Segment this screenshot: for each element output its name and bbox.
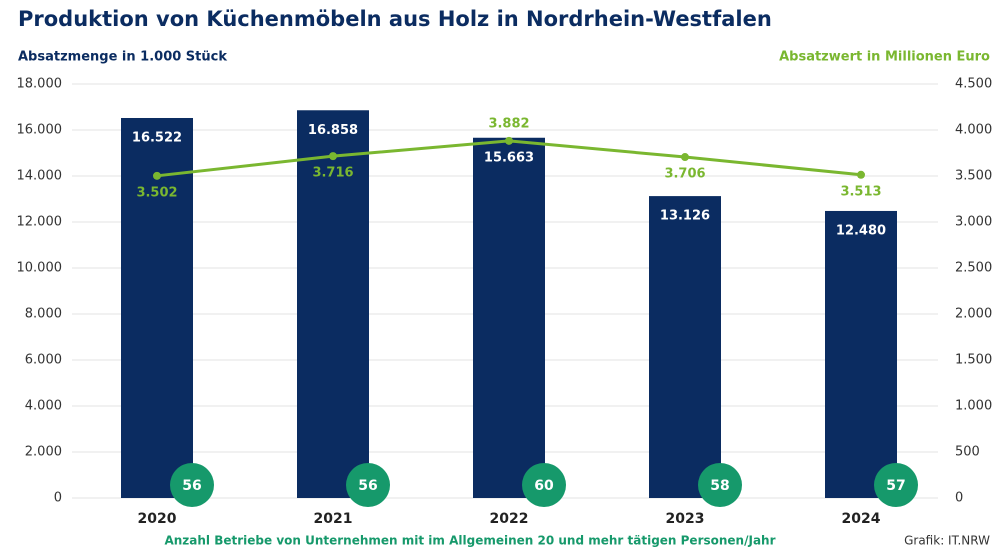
y-tick-label: 10.000 (17, 261, 63, 276)
establishments-value: 60 (534, 478, 554, 494)
establishments-badge (170, 463, 214, 507)
y2-tick-label: 3.000 (955, 215, 992, 230)
line-value-label: 3.882 (488, 116, 529, 131)
line-point (681, 153, 689, 162)
bar-value-label: 16.522 (132, 130, 182, 145)
x-tick-label: 2022 (490, 511, 529, 527)
bar (825, 210, 897, 498)
y2-tick-label: 4.500 (955, 77, 992, 92)
y-tick-label: 14.000 (17, 169, 63, 184)
y2-axis-label: Absatzwert in Millionen Euro (779, 50, 990, 65)
bar (297, 110, 369, 499)
establishments-value: 56 (182, 478, 201, 494)
establishments-badge (698, 463, 742, 507)
y-tick-label: 2.000 (25, 445, 62, 460)
y-tick-label: 18.000 (17, 77, 63, 92)
y-tick-label: 4.000 (25, 399, 62, 414)
bar-value-label: 13.126 (660, 209, 710, 224)
y-tick-label: 6.000 (25, 353, 62, 368)
establishments-badge (346, 463, 390, 507)
y-tick-label: 16.000 (17, 123, 63, 138)
y-tick-label: 8.000 (25, 307, 62, 322)
establishments-note: Anzahl Betriebe von Unternehmen mit im A… (164, 534, 775, 548)
bar-value-label: 15.663 (484, 150, 534, 165)
line-point (329, 152, 337, 161)
source: Grafik: IT.NRW (904, 534, 990, 548)
x-tick-label: 2023 (666, 511, 705, 527)
bar (649, 196, 721, 499)
y2-tick-label: 1.000 (955, 399, 992, 414)
x-tick-label: 2021 (314, 511, 353, 527)
line-point (153, 171, 161, 180)
y2-tick-label: 500 (955, 445, 980, 460)
y2-tick-label: 0 (955, 491, 963, 506)
chart-title: Produktion von Küchenmöbeln aus Holz in … (18, 7, 772, 31)
y2-tick-label: 2.500 (955, 261, 992, 276)
y-axis-label: Absatzmenge in 1.000 Stück (18, 50, 227, 65)
bar (121, 117, 193, 498)
line-value-label: 3.716 (312, 166, 353, 181)
x-tick-label: 2024 (842, 511, 881, 527)
establishments-badge (522, 463, 566, 507)
y-tick-label: 12.000 (17, 215, 63, 230)
line-value-label: 3.513 (840, 184, 881, 199)
y2-tick-label: 2.000 (955, 307, 992, 322)
y2-tick-label: 3.500 (955, 169, 992, 184)
establishments-value: 56 (358, 478, 377, 494)
y2-tick-label: 4.000 (955, 123, 992, 138)
line-point (857, 170, 865, 179)
line-value-label: 3.706 (664, 167, 705, 182)
establishments-value: 58 (710, 478, 729, 494)
line-value-label: 3.502 (136, 185, 177, 200)
line-point (505, 136, 513, 145)
bar-value-label: 12.480 (836, 223, 886, 238)
establishments-badge (874, 463, 918, 507)
bar-value-label: 16.858 (308, 123, 358, 138)
establishments-value: 57 (886, 478, 905, 494)
y-tick-label: 0 (54, 491, 62, 506)
y2-tick-label: 1.500 (955, 353, 992, 368)
x-tick-label: 2020 (138, 511, 177, 527)
bar (473, 137, 545, 498)
